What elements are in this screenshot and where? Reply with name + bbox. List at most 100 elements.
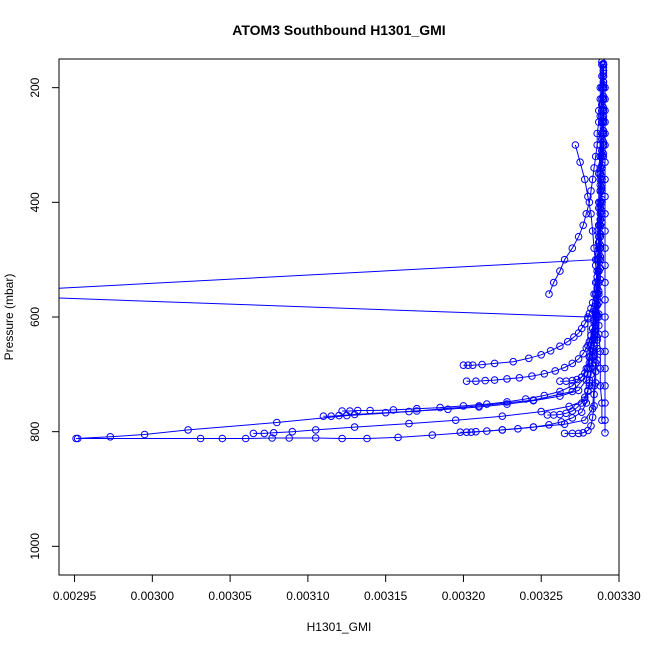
data-point bbox=[601, 210, 609, 218]
data-point bbox=[241, 434, 250, 443]
data-point bbox=[587, 187, 595, 195]
profile-line-3 bbox=[253, 67, 604, 434]
data-point bbox=[570, 333, 578, 341]
x-tick-label: 0.00305 bbox=[208, 589, 252, 603]
data-point bbox=[525, 354, 533, 363]
data-point bbox=[584, 364, 592, 373]
data-point bbox=[509, 357, 518, 366]
data-point bbox=[537, 351, 546, 359]
data-point bbox=[346, 407, 354, 415]
data-point bbox=[483, 400, 491, 408]
data-point bbox=[601, 175, 609, 184]
profile-line-14 bbox=[602, 64, 606, 433]
data-point bbox=[581, 393, 589, 402]
data-point bbox=[490, 359, 499, 368]
data-point bbox=[588, 175, 597, 184]
y-tick-label: 400 bbox=[28, 192, 42, 212]
data-point bbox=[537, 407, 546, 416]
data-point bbox=[574, 429, 583, 438]
data-point bbox=[545, 421, 553, 429]
data-point bbox=[587, 352, 595, 360]
data-point bbox=[585, 379, 594, 387]
profile-line-1 bbox=[59, 61, 603, 439]
data-point bbox=[601, 399, 609, 407]
data-point bbox=[577, 408, 586, 417]
data-point bbox=[353, 406, 362, 415]
x-tick-label: 0.00325 bbox=[520, 589, 564, 603]
data-point bbox=[556, 387, 564, 396]
data-point bbox=[568, 359, 577, 368]
data-point bbox=[596, 347, 605, 356]
data-point bbox=[184, 426, 192, 434]
x-axis-label: H1301_GMI bbox=[307, 620, 372, 634]
data-point bbox=[338, 407, 346, 415]
data-point bbox=[327, 412, 336, 421]
data-point bbox=[588, 344, 597, 353]
data-point bbox=[381, 408, 390, 417]
data-point bbox=[601, 118, 609, 126]
x-tick-label: 0.00300 bbox=[131, 589, 175, 603]
data-point bbox=[106, 433, 115, 441]
data-point bbox=[462, 428, 471, 437]
data-point bbox=[582, 210, 591, 218]
data-point bbox=[601, 364, 609, 373]
data-point bbox=[503, 375, 511, 383]
data-point bbox=[556, 342, 564, 351]
y-tick-label: 800 bbox=[28, 421, 42, 441]
profile-line-13 bbox=[574, 144, 603, 421]
data-point bbox=[521, 395, 530, 403]
data-point bbox=[529, 423, 538, 431]
x-tick-label: 0.00315 bbox=[364, 589, 408, 603]
data-point bbox=[285, 434, 294, 442]
data-point bbox=[601, 278, 609, 287]
data-point bbox=[363, 434, 371, 443]
data-point bbox=[490, 376, 499, 384]
x-tick-label: 0.00320 bbox=[442, 589, 486, 603]
data-point bbox=[601, 330, 609, 339]
data-point bbox=[568, 376, 577, 385]
data-point bbox=[601, 296, 609, 304]
data-point bbox=[596, 232, 605, 241]
data-point bbox=[601, 261, 609, 270]
data-point bbox=[311, 426, 320, 434]
data-point bbox=[311, 434, 320, 442]
data-point bbox=[593, 141, 602, 149]
chart-title: ATOM3 Southbound H1301_GMI bbox=[232, 22, 445, 38]
data-point bbox=[459, 402, 468, 410]
data-point bbox=[574, 386, 583, 395]
data-point bbox=[514, 425, 522, 433]
data-point bbox=[350, 423, 359, 431]
data-point bbox=[596, 210, 605, 218]
data-point bbox=[249, 429, 258, 438]
data-point bbox=[394, 433, 402, 442]
data-point bbox=[405, 419, 413, 428]
data-point bbox=[573, 375, 581, 384]
data-point bbox=[472, 427, 480, 436]
data-point bbox=[601, 382, 609, 390]
data-point bbox=[601, 192, 609, 201]
data-point bbox=[469, 361, 477, 370]
data-point bbox=[601, 95, 609, 103]
data-point bbox=[571, 141, 580, 149]
data-point bbox=[593, 296, 602, 304]
data-point bbox=[574, 232, 583, 241]
data-point bbox=[601, 83, 609, 92]
data-point bbox=[273, 418, 281, 427]
data-point bbox=[590, 336, 598, 344]
data-point bbox=[601, 141, 609, 149]
data-point bbox=[451, 416, 460, 425]
data-point bbox=[478, 360, 486, 369]
data-point bbox=[588, 413, 597, 422]
data-point bbox=[590, 244, 598, 252]
profile-line-8 bbox=[466, 81, 604, 382]
data-point bbox=[588, 227, 597, 235]
data-point bbox=[590, 402, 598, 410]
data-point bbox=[581, 416, 589, 425]
data-point bbox=[591, 152, 600, 161]
data-point bbox=[581, 175, 589, 184]
data-point bbox=[577, 399, 586, 407]
data-point bbox=[560, 363, 569, 372]
x-tick-label: 0.00295 bbox=[53, 589, 97, 603]
data-point bbox=[557, 418, 566, 426]
data-point bbox=[601, 313, 609, 321]
